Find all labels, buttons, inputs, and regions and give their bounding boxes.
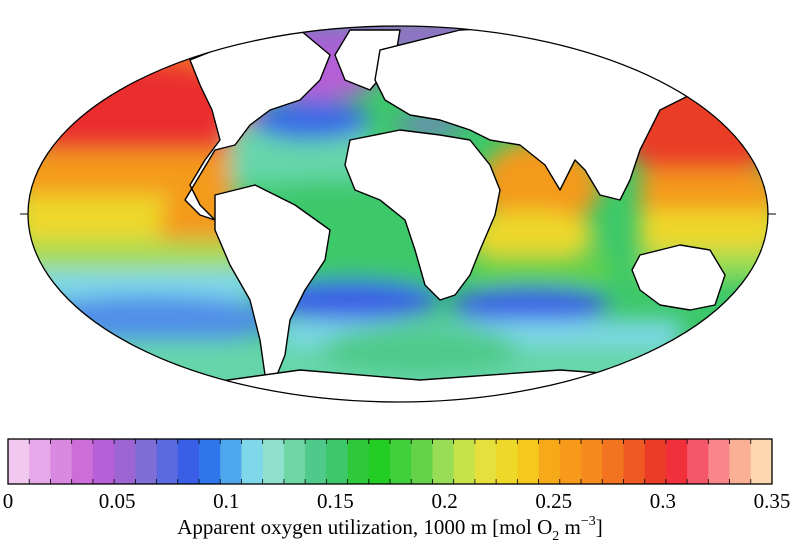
colorbar: 0 0.05 0.1 0.15 0.2 0.25 0.3 0.35 Apparent oxyg… [3, 438, 791, 544]
greenland [334, 29, 401, 91]
colorbar-swatch [50, 439, 73, 484]
colorbar-swatch [729, 439, 752, 484]
antarctica [99, 369, 768, 402]
colorbar-swatch [538, 439, 561, 484]
colorbar-swatch [135, 439, 158, 484]
colorbar-swatch [92, 439, 115, 484]
colorbar-title-end: ] [596, 515, 603, 539]
colorbar-swatch [517, 439, 540, 484]
colorbar-title: Apparent oxygen utilization, 1000 m [mol… [177, 514, 603, 544]
south-america [214, 184, 331, 381]
north-america [184, 29, 331, 221]
colorbar-tick-label: 0.25 [535, 489, 572, 513]
colorbar-swatch [220, 439, 242, 484]
colorbar-title-sub: 2 [552, 529, 559, 544]
colorbar-swatch [432, 439, 455, 484]
colorbar-tick-labels: 0 0.05 0.1 0.15 0.2 0.25 0.3 0.35 [3, 489, 791, 513]
colorbar-title-mid: m [559, 515, 581, 539]
colorbar-tick-label: 0.05 [99, 489, 136, 513]
world-map [20, 25, 776, 403]
colorbar-swatch [8, 439, 30, 484]
colorbar-ticks [28, 439, 752, 484]
colorbar-tick-label: 0.1 [213, 489, 239, 513]
colorbar-swatch [581, 439, 603, 484]
colorbar-swatch [602, 439, 624, 484]
colorbar-swatch [453, 439, 476, 484]
colorbar-tick-label: 0.35 [754, 489, 791, 513]
colorbar-swatch [390, 439, 412, 484]
colorbar-swatch [262, 439, 285, 484]
colorbar-swatch [156, 439, 179, 484]
colorbar-swatch [750, 439, 773, 484]
colorbar-swatch [305, 439, 327, 484]
colorbar-swatch [368, 439, 391, 484]
colorbar-swatch [199, 439, 221, 484]
colorbar-swatch [644, 439, 667, 484]
colorbar-title-main: Apparent oxygen utilization, 1000 m [mol… [177, 515, 552, 539]
africa [344, 129, 501, 301]
colorbar-swatch [559, 439, 582, 484]
colorbar-swatches [8, 439, 773, 484]
colorbar-swatch [665, 439, 688, 484]
colorbar-swatch [326, 439, 349, 484]
colorbar-tick-label: 0.2 [431, 489, 457, 513]
colorbar-swatch [114, 439, 136, 484]
colorbar-swatch [411, 439, 433, 484]
colorbar-tick-label: 0.15 [317, 489, 354, 513]
colorbar-tick-label: 0.3 [650, 489, 676, 513]
colorbar-swatch [496, 439, 518, 484]
colorbar-swatch [347, 439, 370, 484]
colorbar-tick-label: 0 [3, 489, 14, 513]
colorbar-swatch [283, 439, 306, 484]
colorbar-swatch [623, 439, 646, 484]
colorbar-swatch [708, 439, 731, 484]
colorbar-swatch [29, 439, 51, 484]
colorbar-title-sup: −3 [581, 514, 596, 529]
colorbar-swatch [474, 439, 497, 484]
colorbar-swatch [71, 439, 94, 484]
colorbar-swatch [687, 439, 709, 484]
colorbar-swatch [241, 439, 264, 484]
colorbar-swatch [177, 439, 200, 484]
australia [631, 244, 726, 311]
